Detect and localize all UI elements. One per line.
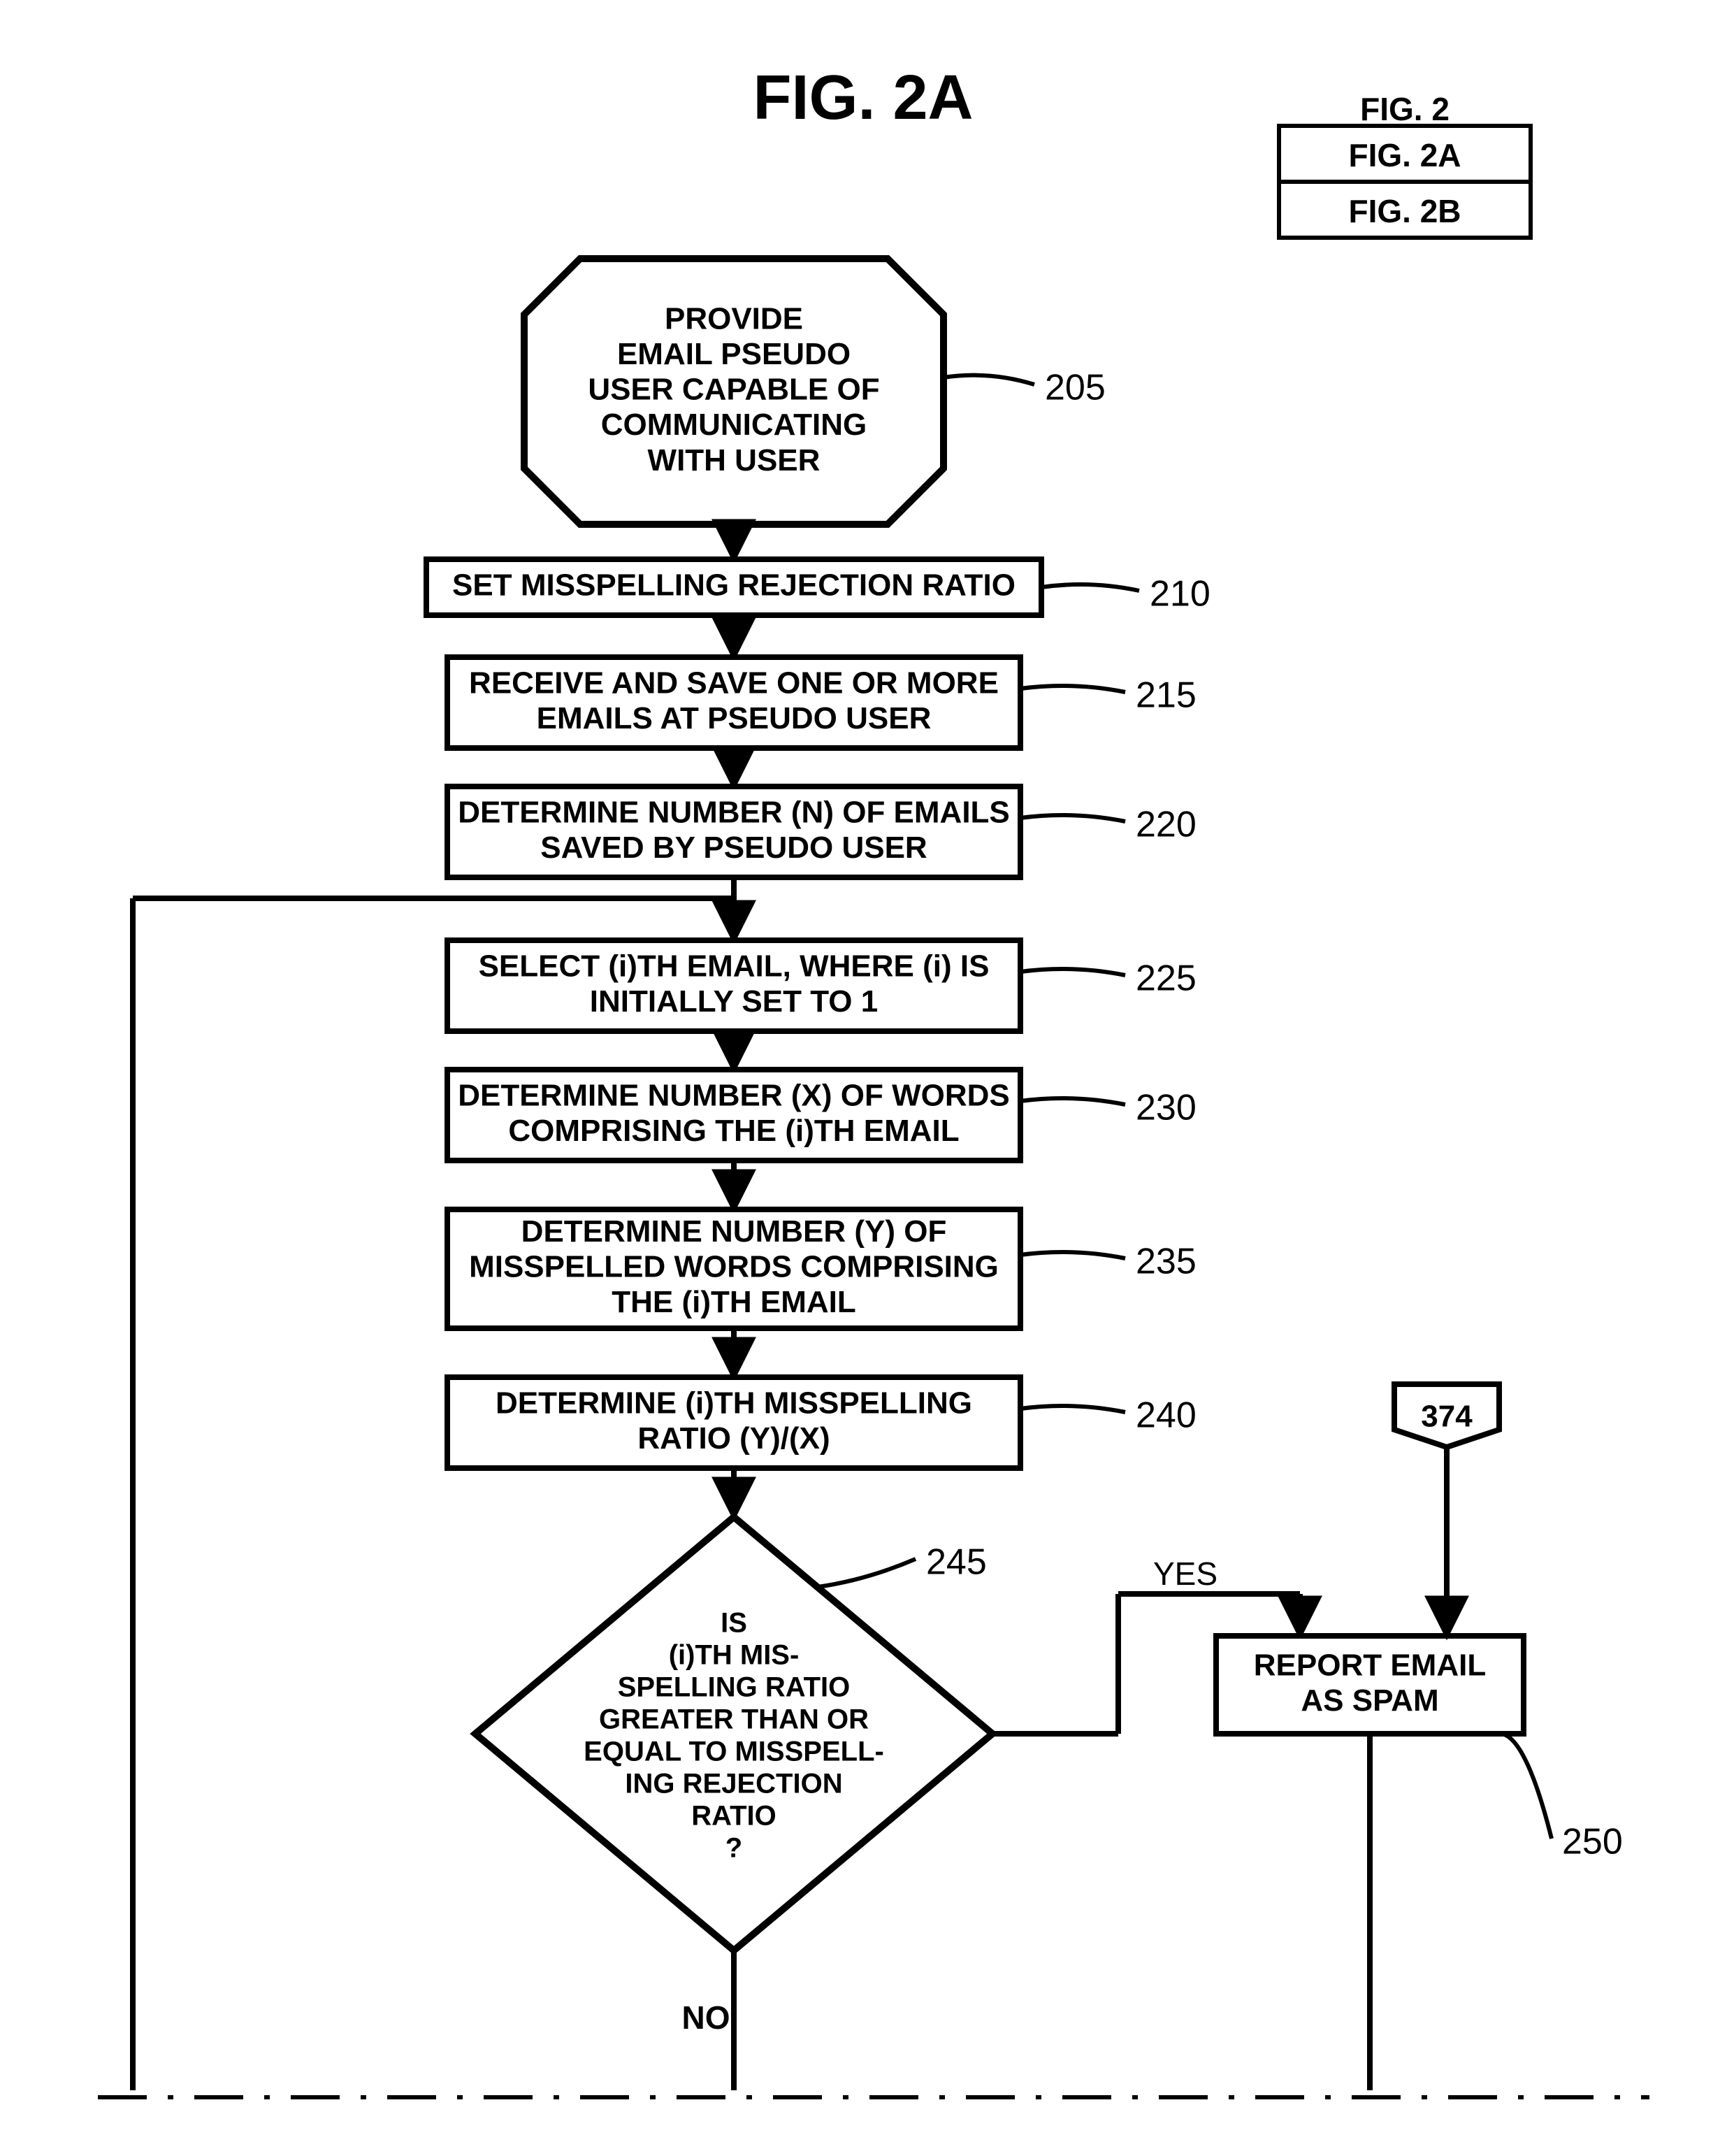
node-245-ref: 245 bbox=[926, 1542, 987, 1583]
node-220-leader bbox=[1020, 815, 1125, 821]
svg-text:RECEIVE AND SAVE ONE OR MORE: RECEIVE AND SAVE ONE OR MORE bbox=[469, 666, 999, 700]
node-205-ref: 205 bbox=[1045, 368, 1106, 408]
svg-text:SELECT (i)TH EMAIL, WHERE (i): SELECT (i)TH EMAIL, WHERE (i) IS bbox=[479, 949, 990, 983]
svg-text:PROVIDE: PROVIDE bbox=[665, 301, 803, 336]
svg-text:EMAIL PSEUDO: EMAIL PSEUDO bbox=[617, 337, 851, 371]
svg-text:(i)TH MIS-: (i)TH MIS- bbox=[669, 1640, 800, 1671]
svg-text:ING REJECTION: ING REJECTION bbox=[625, 1769, 842, 1799]
node-250-leader bbox=[1496, 1733, 1552, 1839]
svg-text:REPORT EMAIL: REPORT EMAIL bbox=[1254, 1648, 1486, 1682]
node-215-text: RECEIVE AND SAVE ONE OR MOREEMAILS AT PS… bbox=[469, 666, 999, 735]
svg-text:COMPRISING THE (i)TH EMAIL: COMPRISING THE (i)TH EMAIL bbox=[508, 1114, 959, 1148]
svg-text:EMAILS AT PSEUDO USER: EMAILS AT PSEUDO USER bbox=[537, 701, 932, 735]
figure-title: FIG. 2A bbox=[753, 63, 973, 133]
node-245-leader bbox=[818, 1559, 916, 1587]
svg-text:EQUAL TO MISSPELL-: EQUAL TO MISSPELL- bbox=[584, 1737, 884, 1767]
node-240-leader bbox=[1020, 1406, 1125, 1412]
node-210-leader bbox=[1041, 584, 1139, 591]
svg-text:COMMUNICATING: COMMUNICATING bbox=[601, 408, 867, 442]
node-210-ref: 210 bbox=[1150, 574, 1211, 615]
svg-text:SAVED BY PSEUDO USER: SAVED BY PSEUDO USER bbox=[540, 831, 927, 865]
svg-text:AS SPAM: AS SPAM bbox=[1301, 1683, 1438, 1718]
node-240-ref: 240 bbox=[1136, 1395, 1197, 1436]
node-220-text: DETERMINE NUMBER (N) OF EMAILSSAVED BY P… bbox=[458, 795, 1010, 865]
svg-text:?: ? bbox=[725, 1833, 742, 1864]
node-235-ref: 235 bbox=[1136, 1242, 1197, 1282]
label-no: NO bbox=[682, 1999, 730, 2036]
svg-text:IS: IS bbox=[721, 1608, 747, 1639]
svg-text:SET MISSPELLING REJECTION RATI: SET MISSPELLING REJECTION RATIO bbox=[452, 568, 1016, 603]
label-yes: YES bbox=[1153, 1555, 1217, 1592]
node-225-ref: 225 bbox=[1136, 958, 1197, 999]
node-230-text: DETERMINE NUMBER (X) OF WORDSCOMPRISING … bbox=[458, 1078, 1010, 1148]
svg-text:WITH USER: WITH USER bbox=[648, 443, 821, 477]
node-205-leader bbox=[944, 375, 1034, 385]
flowchart-figure: FIG. 2A FIG. 2 FIG. 2A FIG. 2B PROVIDEEMAIL … bbox=[0, 0, 1727, 2156]
svg-text:RATIO: RATIO bbox=[691, 1801, 776, 1832]
node-215-leader bbox=[1020, 686, 1125, 692]
svg-text:INITIALLY SET TO 1: INITIALLY SET TO 1 bbox=[590, 984, 878, 1019]
svg-text:DETERMINE NUMBER (N) OF EMAILS: DETERMINE NUMBER (N) OF EMAILS bbox=[458, 795, 1010, 829]
legend-row-1: FIG. 2A bbox=[1348, 137, 1461, 173]
svg-text:MISSPELLED WORDS COMPRISING: MISSPELLED WORDS COMPRISING bbox=[469, 1250, 999, 1284]
node-230-leader bbox=[1020, 1098, 1125, 1105]
node-235-leader bbox=[1020, 1252, 1125, 1258]
svg-text:DETERMINE NUMBER (X) OF WORDS: DETERMINE NUMBER (X) OF WORDS bbox=[458, 1078, 1010, 1112]
svg-text:THE (i)TH EMAIL: THE (i)TH EMAIL bbox=[612, 1285, 856, 1319]
svg-text:GREATER THAN OR: GREATER THAN OR bbox=[599, 1704, 869, 1735]
svg-text:RATIO (Y)/(X): RATIO (Y)/(X) bbox=[637, 1421, 830, 1456]
node-220-ref: 220 bbox=[1136, 805, 1197, 845]
svg-text:DETERMINE (i)TH MISSPELLING: DETERMINE (i)TH MISSPELLING bbox=[496, 1386, 972, 1420]
svg-text:SPELLING RATIO: SPELLING RATIO bbox=[618, 1672, 851, 1703]
node-250-ref: 250 bbox=[1562, 1822, 1623, 1862]
node-374-ref: 374 bbox=[1421, 1400, 1473, 1434]
legend-row-2: FIG. 2B bbox=[1348, 193, 1461, 229]
node-230-ref: 230 bbox=[1136, 1088, 1197, 1128]
svg-text:USER CAPABLE OF: USER CAPABLE OF bbox=[588, 373, 879, 407]
svg-text:DETERMINE NUMBER (Y) OF: DETERMINE NUMBER (Y) OF bbox=[521, 1214, 947, 1249]
node-215-ref: 215 bbox=[1136, 675, 1197, 716]
node-210-text: SET MISSPELLING REJECTION RATIO bbox=[452, 568, 1016, 603]
legend-header: FIG. 2 bbox=[1360, 91, 1450, 127]
node-225-leader bbox=[1020, 969, 1125, 975]
